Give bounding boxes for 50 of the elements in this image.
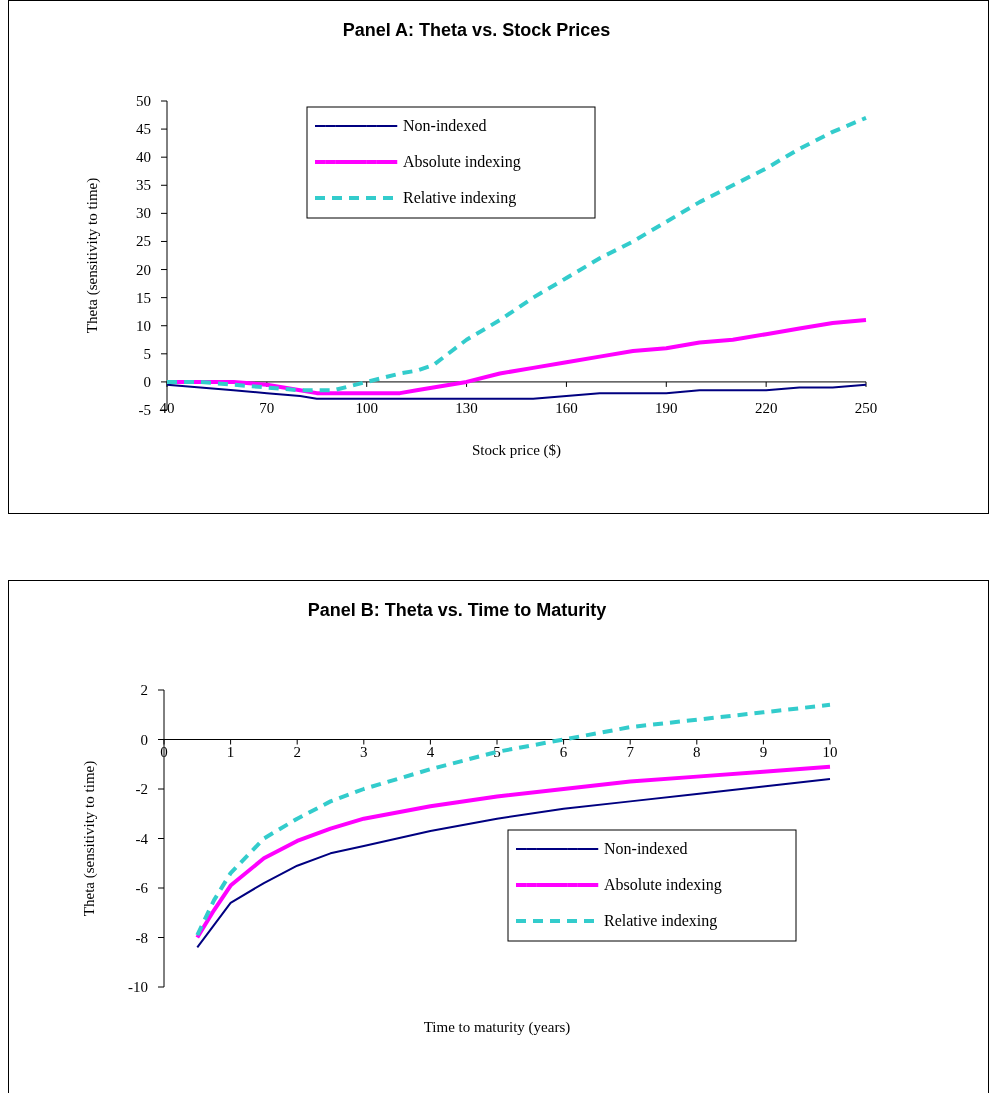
y-tick-label: -4 <box>135 830 149 847</box>
legend-label: Non-indexed <box>604 840 688 857</box>
x-tick-label: 9 <box>759 743 768 760</box>
y-tick-label: 40 <box>136 149 151 166</box>
y-tick-label: 35 <box>136 177 151 194</box>
y-axis-title: Theta (sensitivity to time) <box>84 177 101 334</box>
x-tick-label: 10 <box>822 743 838 760</box>
x-tick-label: 4 <box>426 743 435 760</box>
y-tick-label: -6 <box>135 880 149 896</box>
x-axis-title: Stock price ($) <box>471 442 562 459</box>
x-tick-label: 40 <box>159 399 175 416</box>
legend-label: Relative indexing <box>403 189 517 207</box>
x-tick-label: 1 <box>226 743 235 760</box>
y-tick-label: 5 <box>143 345 151 362</box>
y-tick-label: 0 <box>140 731 148 748</box>
y-tick-label: 2 <box>140 682 148 698</box>
y-tick-label: 10 <box>136 317 151 334</box>
y-tick-label: -8 <box>135 929 148 946</box>
x-tick-label: 250 <box>854 399 878 416</box>
x-tick-label: 2 <box>293 743 301 760</box>
y-tick-label: 15 <box>136 289 151 306</box>
legend-label: Absolute indexing <box>604 876 722 894</box>
y-tick-label: 30 <box>136 205 151 222</box>
y-tick-label: 45 <box>136 121 151 138</box>
x-tick-label: 160 <box>555 399 578 416</box>
chart-title: Panel A: Theta vs. Stock Prices <box>342 20 611 40</box>
y-axis-title: Theta (sensitivity to time) <box>81 760 98 917</box>
x-tick-label: 190 <box>655 399 678 416</box>
chart-title: Panel B: Theta vs. Time to Maturity <box>307 600 607 620</box>
x-tick-label: 3 <box>360 743 368 760</box>
x-tick-label: 7 <box>626 743 635 760</box>
x-tick-label: 130 <box>455 399 478 416</box>
legend-label: Non-indexed <box>403 117 487 134</box>
legend-label: Absolute indexing <box>403 153 521 171</box>
y-tick-label: -2 <box>135 781 148 797</box>
x-tick-label: 0 <box>160 743 168 760</box>
x-tick-label: 8 <box>693 743 701 760</box>
y-tick-label: 25 <box>136 233 151 250</box>
y-tick-label: 50 <box>136 93 151 109</box>
y-tick-label: 0 <box>143 373 151 390</box>
y-tick-label: 20 <box>136 261 151 278</box>
x-tick-label: 220 <box>754 399 778 416</box>
x-tick-label: 70 <box>259 399 275 416</box>
x-axis-title: Time to maturity (years) <box>423 1019 571 1036</box>
x-tick-label: 100 <box>355 399 378 416</box>
x-tick-label: 5 <box>493 743 501 760</box>
legend-label: Relative indexing <box>604 912 718 930</box>
y-tick-label: -5 <box>138 402 151 418</box>
y-tick-label: -10 <box>128 979 148 995</box>
x-tick-label: 6 <box>559 743 568 760</box>
